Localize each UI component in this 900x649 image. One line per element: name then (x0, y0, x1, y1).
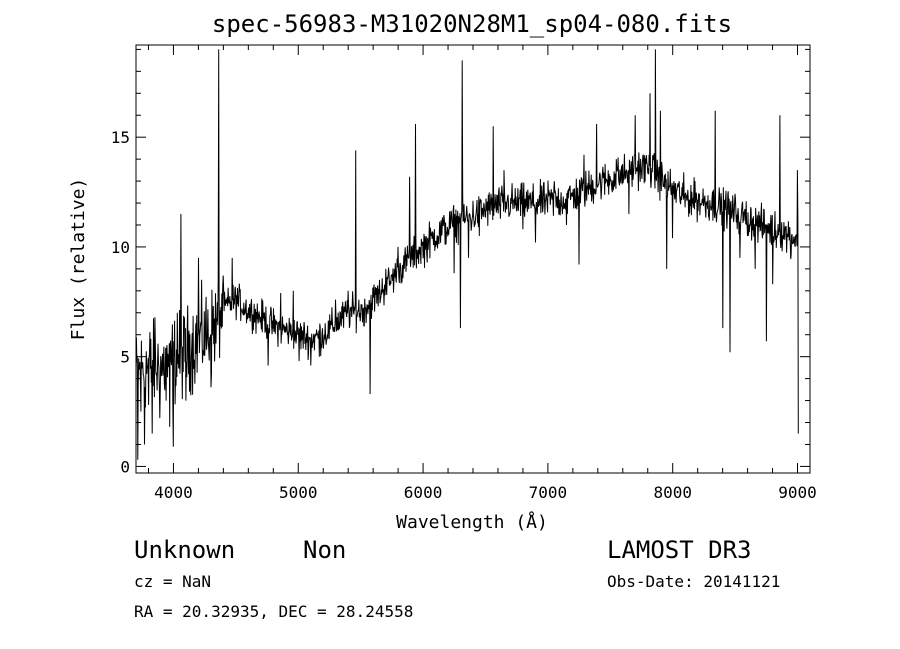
y-tick-label: 5 (120, 348, 130, 367)
x-tick-label: 8000 (653, 483, 692, 502)
x-tick-label: 6000 (404, 483, 443, 502)
ra-dec-coordinates: RA = 20.32935, DEC = 28.24558 (134, 602, 414, 621)
y-axis-ticks: 0 5 10 15 (111, 48, 810, 476)
survey-name: LAMOST DR3 (607, 536, 752, 564)
x-tick-label: 7000 (529, 483, 568, 502)
x-tick-label: 4000 (154, 483, 193, 502)
y-tick-label: 10 (111, 238, 130, 257)
x-tick-label: 9000 (778, 483, 817, 502)
y-axis-label: Flux (relative) (68, 178, 89, 341)
observation-date: Obs-Date: 20141121 (607, 572, 781, 591)
x-axis-label: Wavelength (Å) (396, 511, 548, 533)
object-subclass: Non (303, 536, 347, 564)
plot-frame (135, 44, 811, 474)
chart-title: spec-56983-M31020N28M1_sp04-080.fits (212, 10, 732, 38)
x-axis-ticks: 4000 5000 6000 7000 8000 9000 (147, 45, 817, 502)
redshift-cz: cz = NaN (134, 572, 212, 591)
y-tick-label: 0 (120, 457, 130, 476)
object-class: Unknown (134, 536, 236, 564)
x-tick-label: 5000 (279, 483, 318, 502)
spectrum-line (135, 49, 799, 460)
y-tick-label: 15 (111, 128, 130, 147)
